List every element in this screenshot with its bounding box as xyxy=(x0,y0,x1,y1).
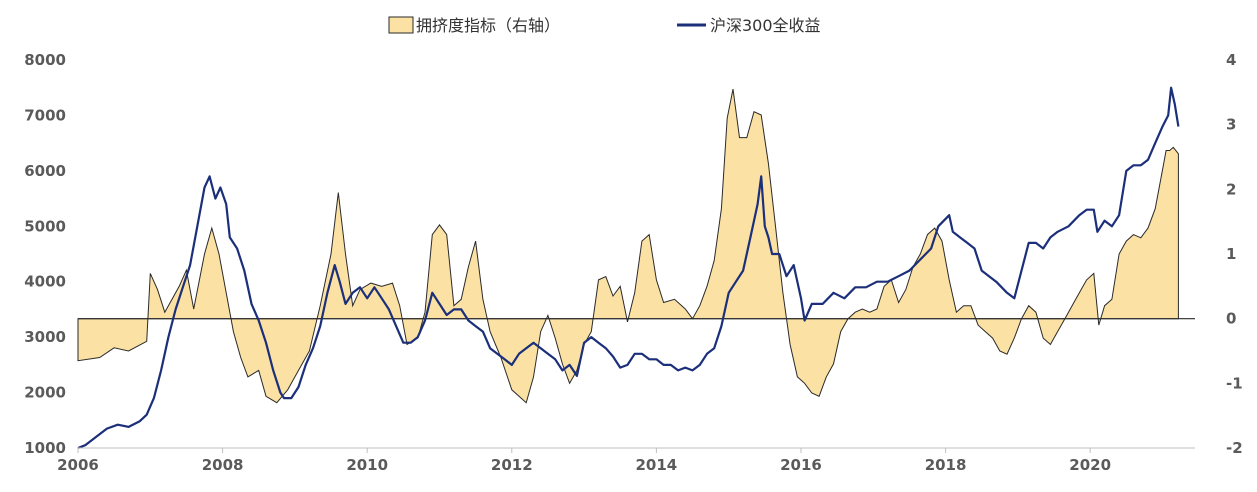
series-area-crowding xyxy=(77,89,1179,404)
x-tick-label: 2006 xyxy=(57,456,99,474)
x-tick-label: 2012 xyxy=(491,456,533,474)
y-left-tick-label: 5000 xyxy=(24,217,66,235)
y-right-tick-label: 0 xyxy=(1226,310,1236,328)
legend-label-line: 沪深300全收益 xyxy=(710,16,821,35)
legend-label-area: 拥挤度指标（右轴） xyxy=(416,16,560,35)
y-left-tick-label: 4000 xyxy=(24,273,66,291)
x-tick-label: 2018 xyxy=(925,456,967,474)
legend-swatch-area xyxy=(388,16,414,34)
y-right-tick-label: 1 xyxy=(1226,245,1236,263)
x-tick-label: 2014 xyxy=(636,456,678,474)
x-tick-label: 2008 xyxy=(202,456,244,474)
x-tick-label: 2016 xyxy=(780,456,822,474)
y-right-tick-label: 2 xyxy=(1226,180,1236,198)
y-left-tick-label: 8000 xyxy=(24,51,66,69)
legend: 拥挤度指标（右轴） 沪深300全收益 xyxy=(388,16,821,35)
y-right-tick-label: -2 xyxy=(1226,439,1243,457)
y-right-tick-label: -1 xyxy=(1226,374,1243,392)
y-right-tick-label: 4 xyxy=(1226,51,1236,69)
y-left-tick-label: 3000 xyxy=(24,328,66,346)
x-tick-label: 2020 xyxy=(1069,456,1111,474)
y-right-tick-label: 3 xyxy=(1226,116,1236,134)
y-left-tick-label: 6000 xyxy=(24,162,66,180)
y-left-tick-label: 2000 xyxy=(24,384,66,402)
y-left-tick-label: 1000 xyxy=(24,439,66,457)
series-line-csi300 xyxy=(77,86,1180,450)
x-tick-label: 2010 xyxy=(346,456,388,474)
y-left-tick-label: 7000 xyxy=(24,106,66,124)
